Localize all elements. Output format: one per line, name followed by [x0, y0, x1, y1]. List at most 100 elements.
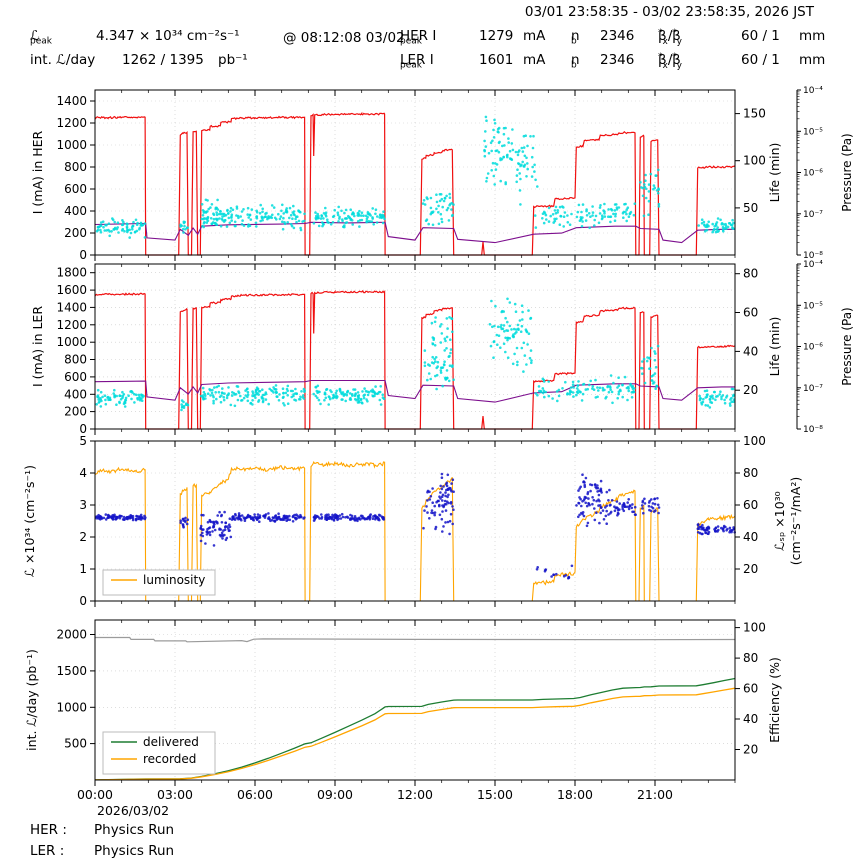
- svg-text:1200: 1200: [56, 116, 87, 130]
- luminosity-legend: [102, 569, 216, 596]
- svg-text:0: 0: [79, 422, 87, 436]
- svg-text:1000: 1000: [56, 138, 87, 152]
- svg-text:1200: 1200: [56, 318, 87, 332]
- svg-text:09:00: 09:00: [317, 787, 353, 802]
- ler-nb-value: 2346: [600, 52, 635, 68]
- ler-beta-value: 60 / 1: [741, 52, 780, 68]
- svg-text:150: 150: [743, 107, 766, 121]
- svg-text:3: 3: [79, 498, 87, 512]
- svg-text:1800: 1800: [56, 266, 87, 280]
- ler-lifetime-points: [95, 297, 736, 412]
- pressure-axis-label: Pressure (Pa): [840, 307, 854, 385]
- svg-text:21:00: 21:00: [637, 787, 673, 802]
- her-current-panel: 0 200 400 600 800 1000 1200 1400 I (mA) in HER 50…: [30, 86, 854, 262]
- luminosity-right-label: ℒₛₚ ×10³⁰: [772, 491, 787, 550]
- svg-text:20: 20: [743, 383, 758, 397]
- ler-ipeak-units: mA: [523, 52, 546, 68]
- svg-text:200: 200: [64, 226, 87, 240]
- svg-text:40: 40: [743, 712, 758, 726]
- svg-text:60: 60: [743, 682, 758, 696]
- ler-current-ylabel: I (mA) in LER: [30, 306, 45, 387]
- svg-text:60: 60: [743, 306, 758, 320]
- her-ipeak-value: 1279: [479, 28, 514, 44]
- svg-text:100: 100: [743, 154, 766, 168]
- svg-text:50: 50: [743, 201, 758, 215]
- svg-text:0: 0: [79, 594, 87, 608]
- svg-text:400: 400: [64, 387, 87, 401]
- svg-text:2: 2: [79, 530, 87, 544]
- svg-text:600: 600: [64, 370, 87, 384]
- luminosity-right-label: (cm⁻²s⁻¹/mA²): [788, 477, 803, 565]
- integrated-luminosity-panel: 500 1000 1500 2000 int. ℒ/day (pb⁻¹) 00:00 03:…: [24, 619, 782, 818]
- svg-text:18:00: 18:00: [557, 787, 593, 802]
- her-beta-units: mm: [799, 28, 826, 44]
- efficiency-series: [95, 636, 736, 643]
- svg-text:10⁻⁴: 10⁻⁴: [803, 260, 823, 270]
- svg-text:10⁻⁶: 10⁻⁶: [803, 169, 823, 179]
- svg-text:10⁻⁵: 10⁻⁵: [803, 127, 823, 137]
- ler-run-mode: LER : Physics Run: [30, 843, 174, 859]
- her-current-right-label: Life (min): [767, 143, 782, 203]
- svg-text:1000: 1000: [56, 700, 87, 714]
- integrated-luminosity-ylabel: int. ℒ/day (pb⁻¹): [24, 649, 39, 751]
- svg-text:40: 40: [743, 344, 758, 358]
- svg-text:5: 5: [79, 434, 87, 448]
- svg-text:800: 800: [64, 353, 87, 367]
- ler-ipeak-value: 1601: [479, 52, 514, 68]
- svg-text:600: 600: [64, 182, 87, 196]
- ler-beta-label: β *x / β *y: [658, 52, 682, 72]
- svg-text:80: 80: [743, 267, 758, 281]
- svg-text:400: 400: [64, 204, 87, 218]
- her-run-status: Physics Run: [94, 822, 175, 838]
- delivered-series: [94, 677, 736, 781]
- svg-text:20: 20: [743, 743, 758, 757]
- svg-text:12:00: 12:00: [397, 787, 433, 802]
- svg-text:40: 40: [743, 530, 758, 544]
- svg-text:2000: 2000: [56, 628, 87, 642]
- her-current-ylabel: I (mA) in HER: [30, 130, 45, 214]
- svg-text:200: 200: [64, 405, 87, 419]
- ler-pressure-series: [94, 379, 735, 403]
- svg-text:luminosity: luminosity: [143, 573, 205, 587]
- svg-text:1000: 1000: [56, 335, 87, 349]
- ler-beta-units: mm: [799, 52, 826, 68]
- intlum-label: int. ℒ/day: [30, 52, 96, 68]
- svg-text:1600: 1600: [56, 283, 87, 297]
- x-axis-date-label: 2026/03/02: [97, 803, 169, 818]
- her-beta-label: β *x / β *y: [658, 28, 682, 48]
- svg-text:03:00: 03:00: [157, 787, 193, 802]
- svg-text:delivered: delivered: [143, 735, 199, 749]
- integrated-luminosity-right-label: Efficiency (%): [767, 657, 782, 743]
- her-run-label: HER :: [30, 822, 67, 838]
- intlum-value: 1262 / 1395: [122, 52, 204, 68]
- svg-text:60: 60: [743, 498, 758, 512]
- svg-text:10⁻⁸: 10⁻⁸: [803, 251, 823, 261]
- ler-beam-current-series: [94, 289, 735, 430]
- her-run-mode: HER : Physics Run: [30, 822, 174, 838]
- svg-text:800: 800: [64, 160, 87, 174]
- svg-text:recorded: recorded: [143, 752, 196, 766]
- luminosity-panel: 0 1 2 3 4 5 ℒ ×10³⁴ (cm⁻²s⁻¹) 20 40 60 80 100 ℒₛₚ ×1…: [22, 434, 803, 608]
- svg-text:80: 80: [743, 651, 758, 665]
- svg-text:10⁻⁷: 10⁻⁷: [803, 384, 823, 394]
- svg-text:10⁻⁶: 10⁻⁶: [803, 343, 823, 353]
- svg-text:80: 80: [743, 466, 758, 480]
- svg-text:15:00: 15:00: [477, 787, 513, 802]
- date-range: 03/01 23:58:35 - 03/02 23:58:35, 2026 JS…: [524, 4, 814, 20]
- ler-run-label: LER :: [30, 843, 65, 859]
- svg-text:4: 4: [79, 466, 87, 480]
- svg-text:1: 1: [79, 562, 87, 576]
- ler-run-status: Physics Run: [94, 843, 175, 859]
- luminosity-trace-series: [94, 460, 736, 602]
- svg-text:10⁻⁴: 10⁻⁴: [803, 86, 823, 96]
- her-ipeak-units: mA: [523, 28, 546, 44]
- ler-current-panel: 0 200 400 600 800 1000 1200 1400 1600 1800 I (mA) …: [30, 260, 854, 436]
- svg-text:10⁻⁵: 10⁻⁵: [803, 301, 823, 311]
- svg-text:1400: 1400: [56, 300, 87, 314]
- lpeak-time: @ 08:12:08 03/02: [283, 30, 405, 46]
- her-beta-value: 60 / 1: [741, 28, 780, 44]
